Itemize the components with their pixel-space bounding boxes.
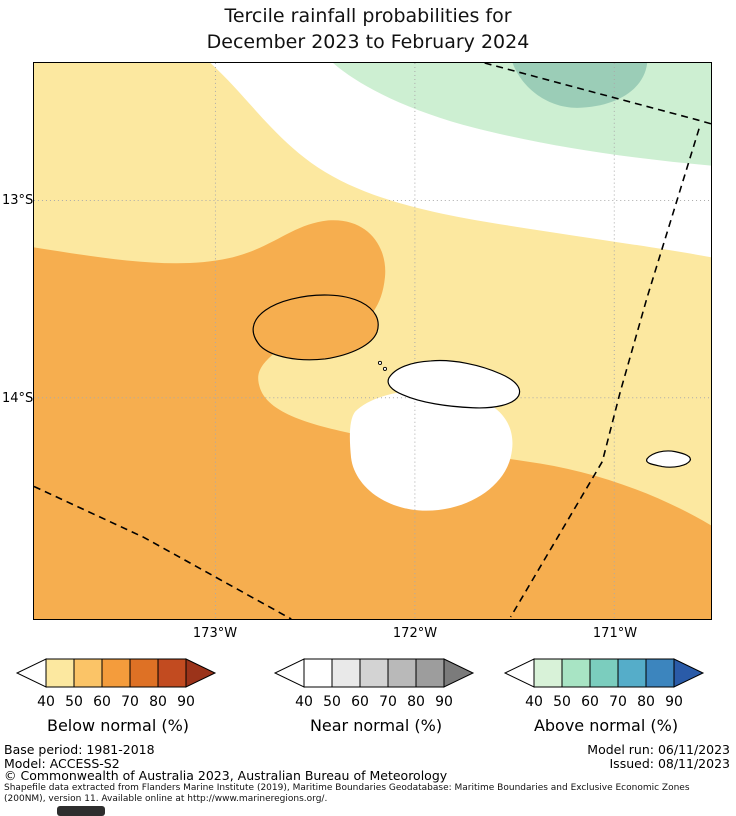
eez-boundary-north xyxy=(484,63,711,125)
legend-below-normal: 40 50 60 70 80 90 Below normal (%) xyxy=(14,656,222,735)
map-panel xyxy=(33,62,712,620)
title-line1: Tercile rainfall probabilities for xyxy=(224,5,512,27)
shapefile-note: Shapefile data extracted from Flanders M… xyxy=(4,783,690,805)
svg-text:40: 40 xyxy=(295,694,313,710)
legend-above-label: Above normal (%) xyxy=(533,716,679,735)
svg-text:40: 40 xyxy=(37,694,55,710)
legend-above-colorbar: 40 50 60 70 80 90 xyxy=(502,656,710,716)
model-text: Model: ACCESS-S2 xyxy=(4,756,120,771)
region-neutral-pocket xyxy=(349,390,513,511)
svg-text:50: 50 xyxy=(553,694,571,710)
issued-text: Issued: 08/11/2023 xyxy=(609,756,731,771)
lon-label-171W: 171°W xyxy=(592,626,638,641)
svg-text:70: 70 xyxy=(379,694,397,710)
region-below-50-60 xyxy=(34,220,711,619)
islet-apolima xyxy=(377,360,383,365)
island-tutuila xyxy=(646,450,691,468)
svg-text:60: 60 xyxy=(581,694,599,710)
svg-text:60: 60 xyxy=(351,694,369,710)
legend-above-normal: 40 50 60 70 80 90 Above normal (%) xyxy=(502,656,710,735)
svg-text:40: 40 xyxy=(525,694,543,710)
svg-text:50: 50 xyxy=(65,694,83,710)
lat-label-13S: 13°S xyxy=(2,193,34,208)
base-period-text: Base period: 1981-2018 xyxy=(4,742,155,757)
legend-below-label: Below normal (%) xyxy=(46,716,190,735)
svg-text:90: 90 xyxy=(665,694,683,710)
island-upolu xyxy=(387,359,521,409)
islands xyxy=(252,294,691,468)
legend-below-colorbar: 40 50 60 70 80 90 xyxy=(14,656,222,716)
region-above-50-60 xyxy=(512,63,648,108)
page-title: Tercile rainfall probabilities for Decem… xyxy=(0,4,736,55)
svg-text:70: 70 xyxy=(609,694,627,710)
eez-boundaries xyxy=(34,63,711,619)
svg-text:90: 90 xyxy=(435,694,453,710)
lon-label-173W: 173°W xyxy=(192,626,238,641)
legend-near-label: Near normal (%) xyxy=(309,716,443,735)
islet-manono xyxy=(382,366,388,371)
svg-text:80: 80 xyxy=(407,694,425,710)
svg-text:80: 80 xyxy=(637,694,655,710)
model-run-text: Model run: 06/11/2023 xyxy=(587,742,730,757)
legend-near-normal: 40 50 60 70 80 90 Near normal (%) xyxy=(272,656,480,735)
legend-near-colorbar: 40 50 60 70 80 90 xyxy=(272,656,480,716)
probability-map xyxy=(34,63,711,619)
svg-text:80: 80 xyxy=(149,694,167,710)
svg-text:70: 70 xyxy=(121,694,139,710)
eez-boundary-southwest xyxy=(34,485,292,619)
lat-label-14S: 14°S xyxy=(2,391,34,406)
svg-text:60: 60 xyxy=(93,694,111,710)
island-savaii xyxy=(252,294,379,361)
lon-label-172W: 172°W xyxy=(392,626,438,641)
svg-text:90: 90 xyxy=(177,694,195,710)
bottom-edge-artifact xyxy=(57,806,105,816)
title-line2: December 2023 to February 2024 xyxy=(206,30,530,53)
copyright-text: © Commonwealth of Australia 2023, Austra… xyxy=(4,768,448,783)
svg-text:50: 50 xyxy=(323,694,341,710)
eez-boundary-east xyxy=(509,128,700,618)
